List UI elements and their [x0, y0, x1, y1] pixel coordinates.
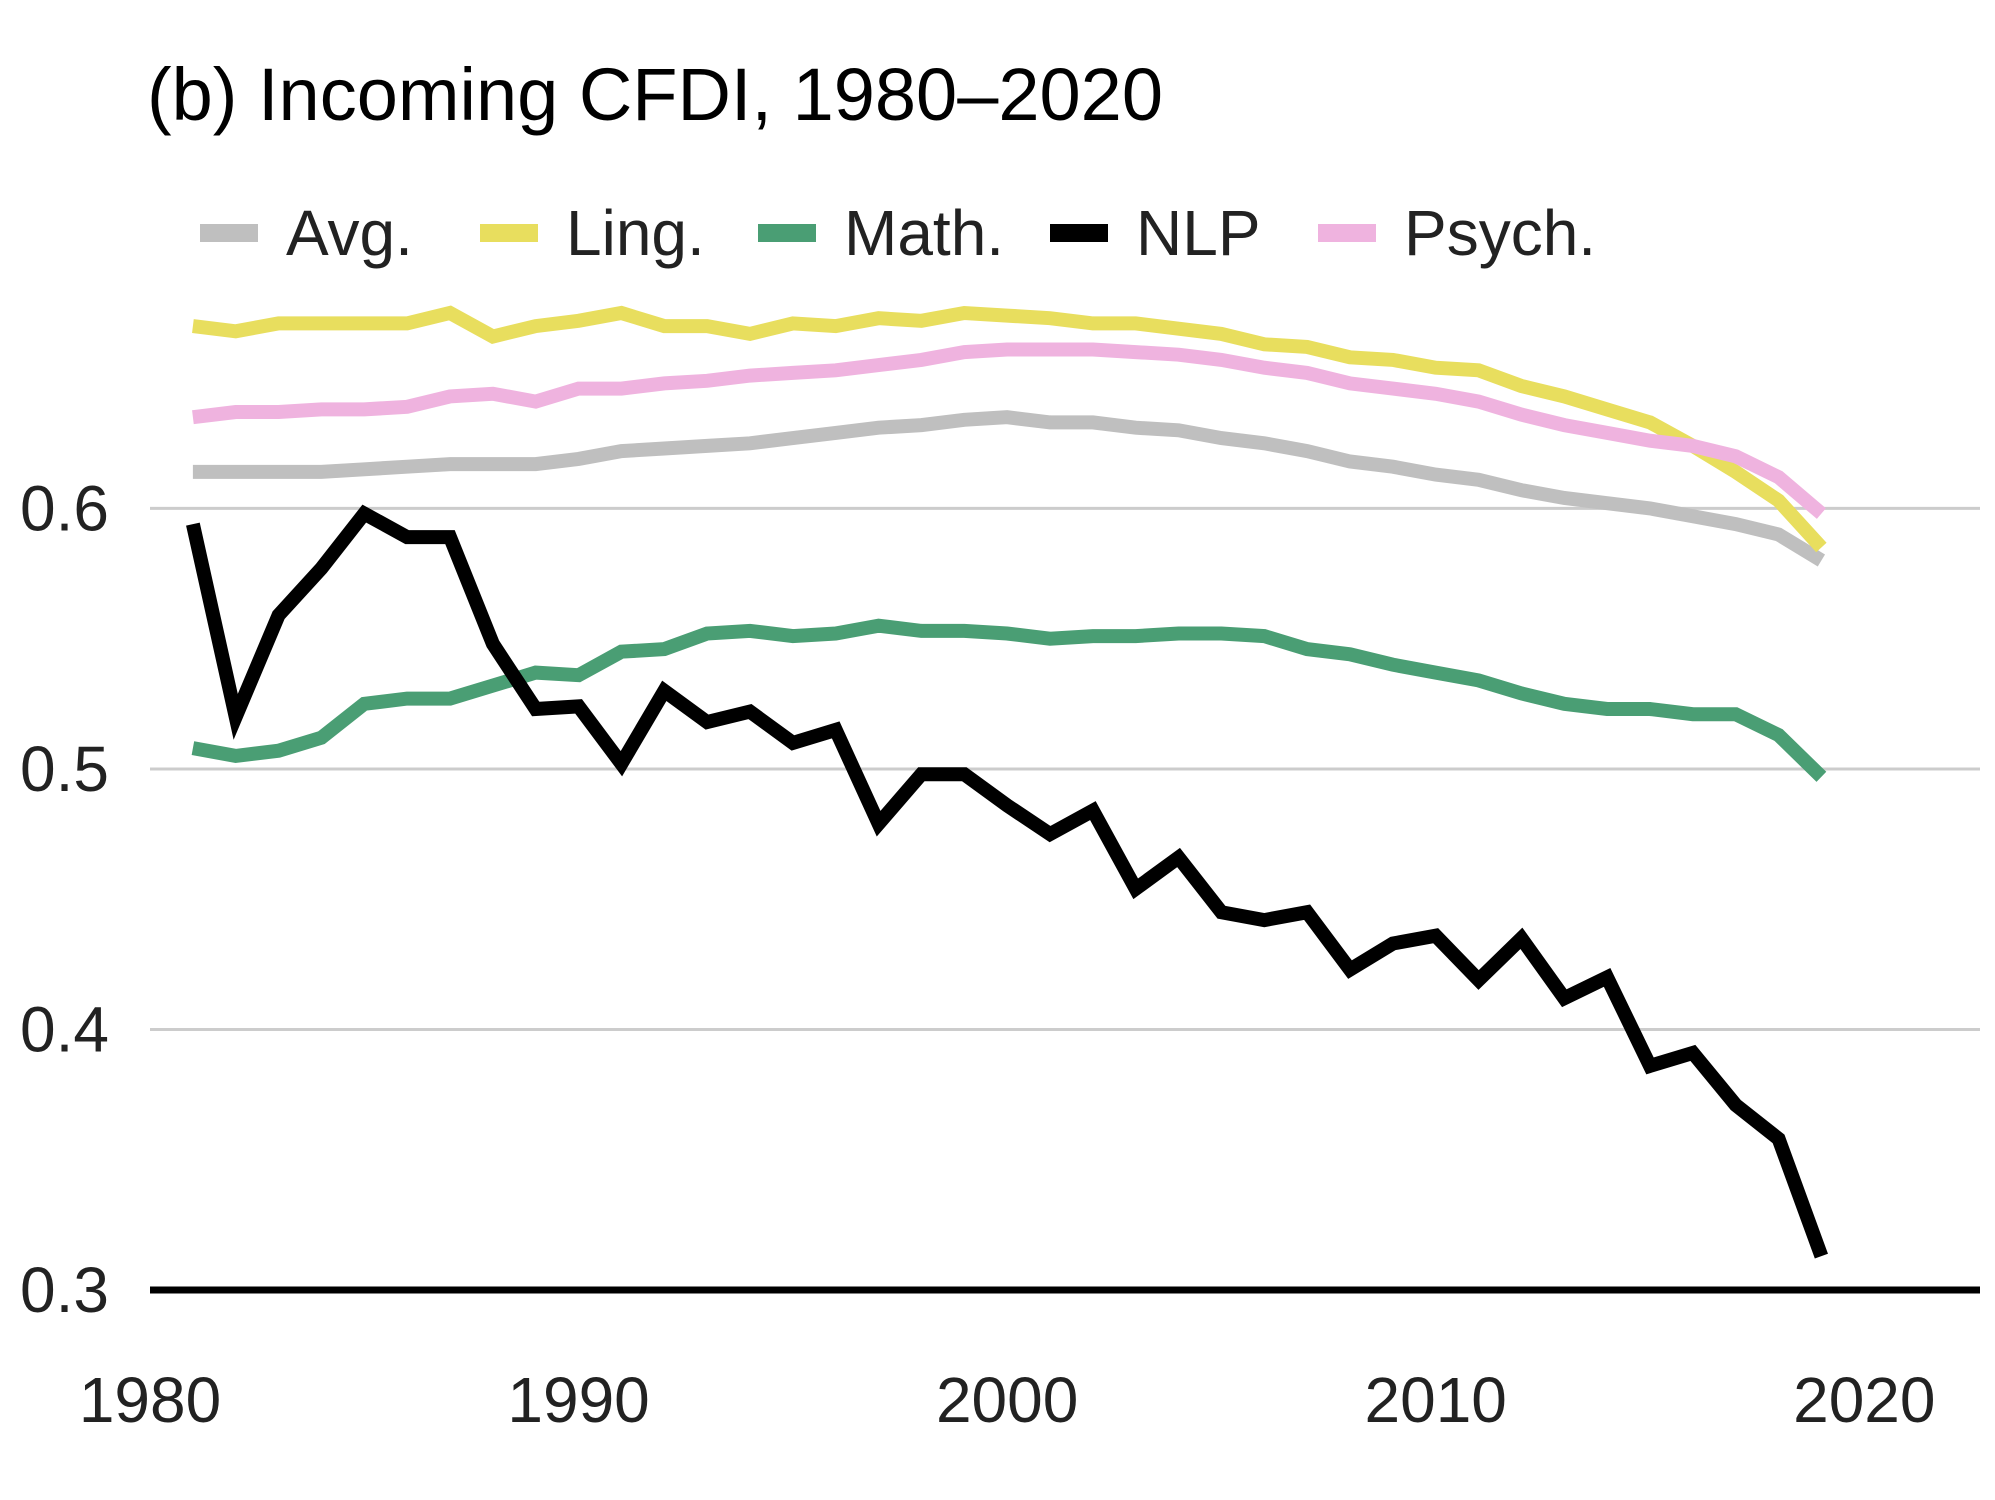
- y-tick-label: 0.6: [20, 472, 109, 544]
- series-line-avg: [192, 410, 1826, 567]
- x-tick-label: 1990: [507, 1364, 649, 1436]
- gridlines: [150, 506, 1980, 1031]
- x-tick-label: 2010: [1365, 1364, 1507, 1436]
- legend-label-avg: Avg.: [286, 197, 413, 269]
- legend-label-math: Math.: [844, 197, 1004, 269]
- x-tick-label: 2020: [1793, 1364, 1935, 1436]
- axes: 0.3 0.4 0.5 0.6 1980 1990 2000 2010 2020: [20, 472, 1980, 1436]
- series-line-math: [191, 618, 1827, 782]
- y-tick-label: 0.5: [20, 733, 109, 805]
- series-lines: [186, 305, 1828, 1259]
- y-tick-label: 0.3: [20, 1254, 109, 1326]
- legend-label-ling: Ling.: [566, 197, 705, 269]
- legend-label-psych: Psych.: [1404, 197, 1596, 269]
- legend-label-nlp: NLP: [1136, 197, 1261, 269]
- x-tick-label: 1980: [79, 1364, 221, 1436]
- chart-title: (b) Incoming CFDI, 1980–2020: [147, 53, 1163, 136]
- series-line-ling: [192, 305, 1827, 553]
- series-line-psych: [192, 342, 1826, 519]
- y-tick-label: 0.4: [20, 993, 109, 1065]
- legend: Avg. Ling. Math. NLP Psych.: [200, 197, 1596, 269]
- series-line-nlp: [186, 504, 1828, 1259]
- x-tick-label: 2000: [936, 1364, 1078, 1436]
